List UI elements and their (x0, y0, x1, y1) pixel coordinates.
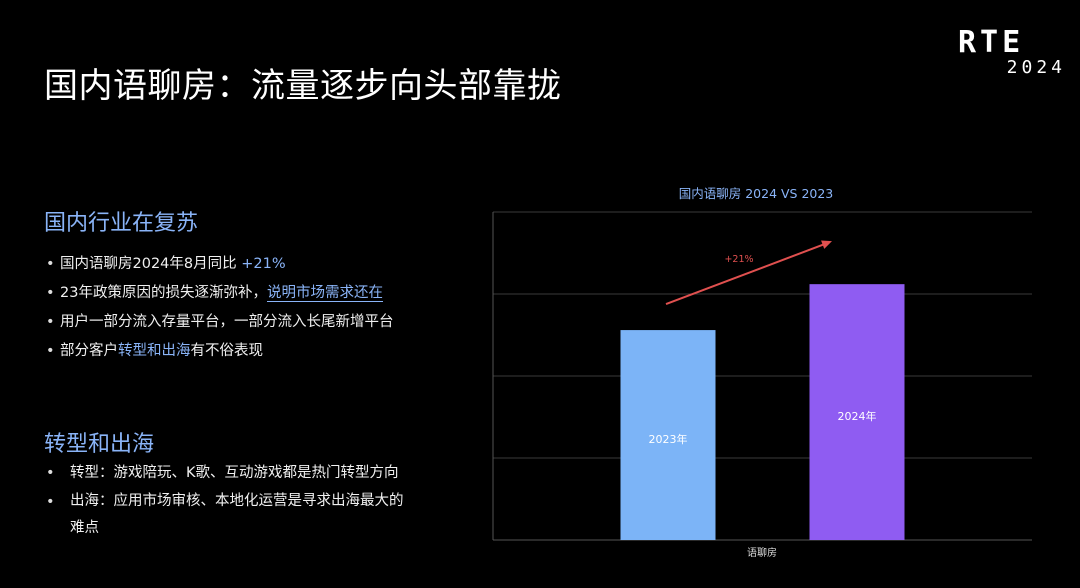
growth-annotation: +21% (665, 240, 832, 306)
bullet-highlight: 说明市场需求还在 (266, 285, 383, 302)
bullet-text: 转型：游戏陪玩、K歌、互动游戏都是热门转型方向 (70, 465, 399, 481)
bar-label: 2024年 (838, 409, 877, 423)
bullet-text-suffix: 有不俗表现 (190, 343, 264, 359)
rte-logo: RTE 2024 (958, 28, 1066, 84)
x-axis-label: 语聊房 (747, 546, 777, 559)
bullet-text: 用户一部分流入存量平台，一部分流入长尾新增平台 (60, 314, 394, 330)
recovery-bullet-list: 国内语聊房2024年8月同比 +21% 23年政策原因的损失逐渐弥补，说明市场需… (46, 250, 394, 366)
bullet-item: 国内语聊房2024年8月同比 +21% (46, 250, 394, 279)
transformation-bullet-list: 转型：游戏陪玩、K歌、互动游戏都是热门转型方向 出海：应用市场审核、本地化运营是… (46, 459, 404, 542)
growth-arrow (665, 242, 827, 306)
chart-title: 国内语聊房 2024 VS 2023 (679, 186, 834, 201)
bar-2024 (809, 284, 905, 540)
bullet-highlight: 转型和出海 (118, 343, 191, 359)
bullet-text: 国内语聊房2024年8月同比 (60, 256, 242, 272)
bullet-highlight: +21% (241, 256, 286, 272)
bars: 2023年 2024年 (620, 284, 905, 540)
bullet-text: 23年政策原因的损失逐渐弥补， (60, 285, 267, 301)
bar-chart: 国内语聊房 2024 VS 2023 2023年 2024年 +21% 语聊房 (492, 186, 1032, 559)
bullet-item: 转型：游戏陪玩、K歌、互动游戏都是热门转型方向 (46, 459, 404, 488)
logo-year: 2024 (1006, 57, 1066, 78)
bullet-item: 23年政策原因的损失逐渐弥补，说明市场需求还在 (46, 279, 394, 308)
bullet-item: 用户一部分流入存量平台，一部分流入长尾新增平台 (46, 308, 394, 337)
section-heading-transformation: 转型和出海 (44, 432, 155, 457)
page-title: 国内语聊房：流量逐步向头部靠拢 (44, 66, 562, 106)
bar-label: 2023年 (649, 432, 688, 446)
bar-2023 (620, 330, 716, 540)
growth-label: +21% (724, 254, 753, 265)
growth-arrow-head (821, 240, 832, 249)
bullet-item: 部分客户转型和出海有不俗表现 (46, 337, 394, 366)
section-heading-recovery: 国内行业在复苏 (44, 211, 199, 236)
gridlines (493, 211, 1032, 541)
logo-text: RTE (958, 25, 1025, 60)
bullet-text-continued: 难点 (70, 520, 99, 536)
bullet-text: 部分客户 (60, 343, 118, 359)
bullet-text: 出海：应用市场审核、本地化运营是寻求出海最大的 (70, 493, 404, 509)
